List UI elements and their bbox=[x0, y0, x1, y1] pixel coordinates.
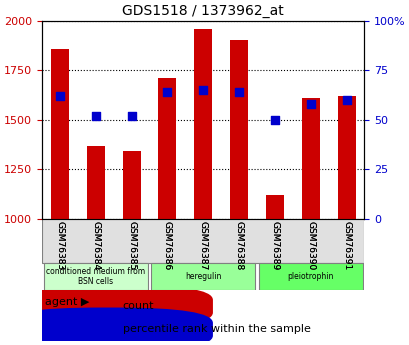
Bar bbox=[301, 98, 319, 219]
Bar bbox=[51, 49, 69, 219]
Text: GSM76384: GSM76384 bbox=[91, 220, 100, 270]
Text: pleiotrophin: pleiotrophin bbox=[287, 272, 333, 281]
Text: GSM76389: GSM76389 bbox=[270, 220, 279, 270]
Point bbox=[92, 113, 99, 119]
FancyBboxPatch shape bbox=[44, 263, 147, 289]
Text: GSM76386: GSM76386 bbox=[162, 220, 171, 270]
Text: GSM76383: GSM76383 bbox=[55, 220, 64, 270]
Point bbox=[164, 89, 170, 95]
Text: GSM76387: GSM76387 bbox=[198, 220, 207, 270]
Text: GSM76388: GSM76388 bbox=[234, 220, 243, 270]
Text: GSM76389: GSM76389 bbox=[270, 220, 279, 270]
Text: GSM76387: GSM76387 bbox=[198, 220, 207, 270]
Text: conditioned medium from
BSN cells: conditioned medium from BSN cells bbox=[46, 266, 145, 286]
Text: GSM76384: GSM76384 bbox=[91, 220, 100, 270]
Bar bbox=[265, 195, 283, 219]
Text: GSM76386: GSM76386 bbox=[162, 220, 171, 270]
Point bbox=[342, 97, 349, 103]
Bar bbox=[229, 40, 247, 219]
Text: GSM76385: GSM76385 bbox=[127, 220, 136, 270]
Text: heregulin: heregulin bbox=[184, 272, 221, 281]
Text: GSM76383: GSM76383 bbox=[55, 220, 64, 270]
FancyBboxPatch shape bbox=[3, 307, 212, 345]
FancyBboxPatch shape bbox=[3, 285, 212, 328]
Point bbox=[235, 89, 242, 95]
FancyBboxPatch shape bbox=[258, 263, 362, 289]
Text: GSM76385: GSM76385 bbox=[127, 220, 136, 270]
Text: GSM76391: GSM76391 bbox=[341, 220, 350, 270]
Bar bbox=[122, 151, 140, 219]
Point bbox=[271, 117, 278, 122]
FancyBboxPatch shape bbox=[151, 263, 254, 289]
Bar bbox=[87, 146, 104, 219]
Text: GSM76390: GSM76390 bbox=[306, 220, 315, 270]
Point bbox=[200, 87, 206, 93]
Text: agent ▶: agent ▶ bbox=[45, 297, 90, 307]
Text: GSM76391: GSM76391 bbox=[341, 220, 350, 270]
Title: GDS1518 / 1373962_at: GDS1518 / 1373962_at bbox=[122, 4, 283, 18]
Bar bbox=[337, 96, 355, 219]
Point bbox=[307, 101, 313, 107]
Text: count: count bbox=[122, 301, 154, 311]
Text: GSM76388: GSM76388 bbox=[234, 220, 243, 270]
Bar bbox=[158, 78, 176, 219]
Point bbox=[56, 93, 63, 99]
Bar bbox=[194, 29, 212, 219]
FancyBboxPatch shape bbox=[42, 219, 364, 263]
Text: percentile rank within the sample: percentile rank within the sample bbox=[122, 324, 310, 334]
Text: GSM76390: GSM76390 bbox=[306, 220, 315, 270]
Point bbox=[128, 113, 135, 119]
